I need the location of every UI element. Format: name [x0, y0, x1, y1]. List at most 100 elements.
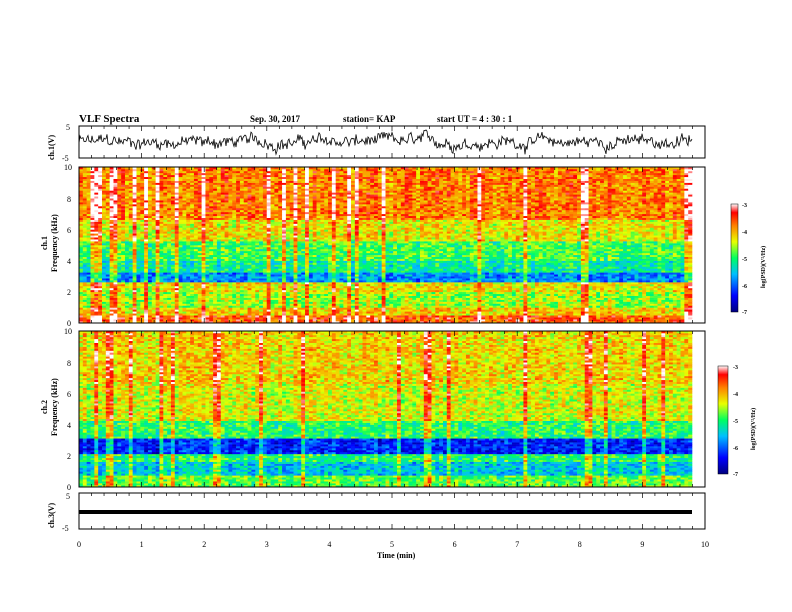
spectrogram-cell — [619, 317, 623, 319]
spectrogram-cell — [313, 302, 317, 304]
spectrogram-cell — [661, 305, 665, 307]
spectrogram-cell — [305, 311, 309, 313]
spectrogram-cell — [684, 315, 688, 317]
spectrogram-cell — [412, 317, 416, 319]
spectrogram-cell — [129, 309, 133, 311]
spectrogram-cell — [661, 315, 665, 317]
spectrogram-cell — [539, 307, 543, 309]
spectrogram-cell — [408, 313, 412, 315]
spectrogram-cell — [167, 319, 171, 321]
spectrogram-cell — [420, 304, 424, 306]
spectrogram-cell — [355, 304, 359, 306]
spectrogram-cell — [236, 304, 240, 306]
spectrogram-cell — [397, 309, 401, 311]
spectrogram-cell — [87, 313, 91, 315]
spectrogram-cell — [615, 305, 619, 307]
spectrogram-cell — [117, 319, 121, 321]
spectrogram-cell — [451, 313, 455, 315]
spectrogram-cell — [500, 307, 504, 309]
spectrogram-cell — [248, 304, 252, 306]
spectrogram-cell — [673, 317, 677, 319]
spectrogram-cell — [156, 313, 160, 315]
spectrogram-cell — [405, 304, 409, 306]
spectrogram-cell — [684, 307, 688, 309]
spectrogram-cell — [83, 302, 87, 304]
spectrogram-cell — [566, 319, 570, 321]
spectrogram-cell — [317, 317, 321, 319]
spectrogram-cell — [259, 302, 263, 304]
spectrogram-cell — [271, 302, 275, 304]
spectrogram-cell — [343, 311, 347, 313]
spectrogram-cell — [681, 311, 685, 313]
spectrogram-cell — [136, 317, 140, 319]
spectrogram-cell — [546, 307, 550, 309]
spectrogram-cell — [113, 311, 117, 313]
spectrogram-cell — [516, 319, 520, 321]
spectrogram-cell — [497, 304, 501, 306]
spectrogram-cell — [87, 311, 91, 313]
spectrogram-cell — [454, 309, 458, 311]
spectrogram-cell — [623, 317, 627, 319]
spectrogram-cell — [336, 317, 340, 319]
spectrogram-cell — [638, 315, 642, 317]
spectrogram-cell — [508, 311, 512, 313]
spectrogram-cell — [615, 307, 619, 309]
spectrogram-cell — [156, 309, 160, 311]
ch1-spectrogram-image — [79, 167, 705, 323]
spectrogram-cell — [378, 313, 382, 315]
spectrogram-cell — [558, 311, 562, 313]
spectrogram-cell — [412, 311, 416, 313]
spectrogram-cell — [424, 313, 428, 315]
spectrogram-cell — [477, 315, 481, 317]
spectrogram-cell — [290, 307, 294, 309]
spectrogram-cell — [320, 317, 324, 319]
spectrogram-cell — [205, 307, 209, 309]
spectrogram-cell — [194, 307, 198, 309]
spectrogram-cell — [167, 317, 171, 319]
spectrogram-cell — [244, 305, 248, 307]
spectrogram-cell — [389, 317, 393, 319]
spectrogram-cell — [428, 311, 432, 313]
spectrogram-cell — [129, 302, 133, 304]
spectrogram-cell — [477, 309, 481, 311]
spectrogram-cell — [236, 319, 240, 321]
spectrogram-cell — [508, 307, 512, 309]
spectrogram-cell — [324, 307, 328, 309]
spectrogram-cell — [217, 313, 221, 315]
spectrogram-cell — [301, 313, 305, 315]
spectrogram-cell — [435, 315, 439, 317]
spectrogram-cell — [462, 311, 466, 313]
spectrogram-cell — [462, 315, 466, 317]
spectrogram-cell — [113, 313, 117, 315]
spectrogram-cell — [520, 309, 524, 311]
spectrogram-cell — [431, 317, 435, 319]
spectrogram-cell — [182, 309, 186, 311]
spectrogram-cell — [573, 311, 577, 313]
spectrogram-cell — [240, 305, 244, 307]
spectrogram-cell — [470, 307, 474, 309]
spectrogram-cell — [232, 315, 236, 317]
spectrogram-cell — [389, 307, 393, 309]
spectrogram-cell — [175, 305, 179, 307]
spectrogram-cell — [320, 302, 324, 304]
spectrogram-cell — [508, 319, 512, 321]
spectrogram-cell — [351, 311, 355, 313]
spectrogram-cell — [604, 311, 608, 313]
spectrogram-cell — [604, 305, 608, 307]
spectrogram-cell — [569, 315, 573, 317]
spectrogram-cell — [347, 309, 351, 311]
spectrogram-cell — [190, 309, 194, 311]
spectrogram-cell — [271, 305, 275, 307]
spectrogram-cell — [347, 305, 351, 307]
spectrogram-cell — [94, 302, 98, 304]
spectrogram-cell — [267, 302, 271, 304]
spectrogram-cell — [627, 307, 631, 309]
spectrogram-cell — [324, 305, 328, 307]
spectrogram-cell — [282, 319, 286, 321]
spectrogram-cell — [98, 319, 102, 321]
spectrogram-cell — [477, 317, 481, 319]
spectrogram-cell — [274, 307, 278, 309]
spectrogram-cell — [309, 317, 313, 319]
spectrogram-cell — [171, 309, 175, 311]
spectrogram-cell — [389, 305, 393, 307]
